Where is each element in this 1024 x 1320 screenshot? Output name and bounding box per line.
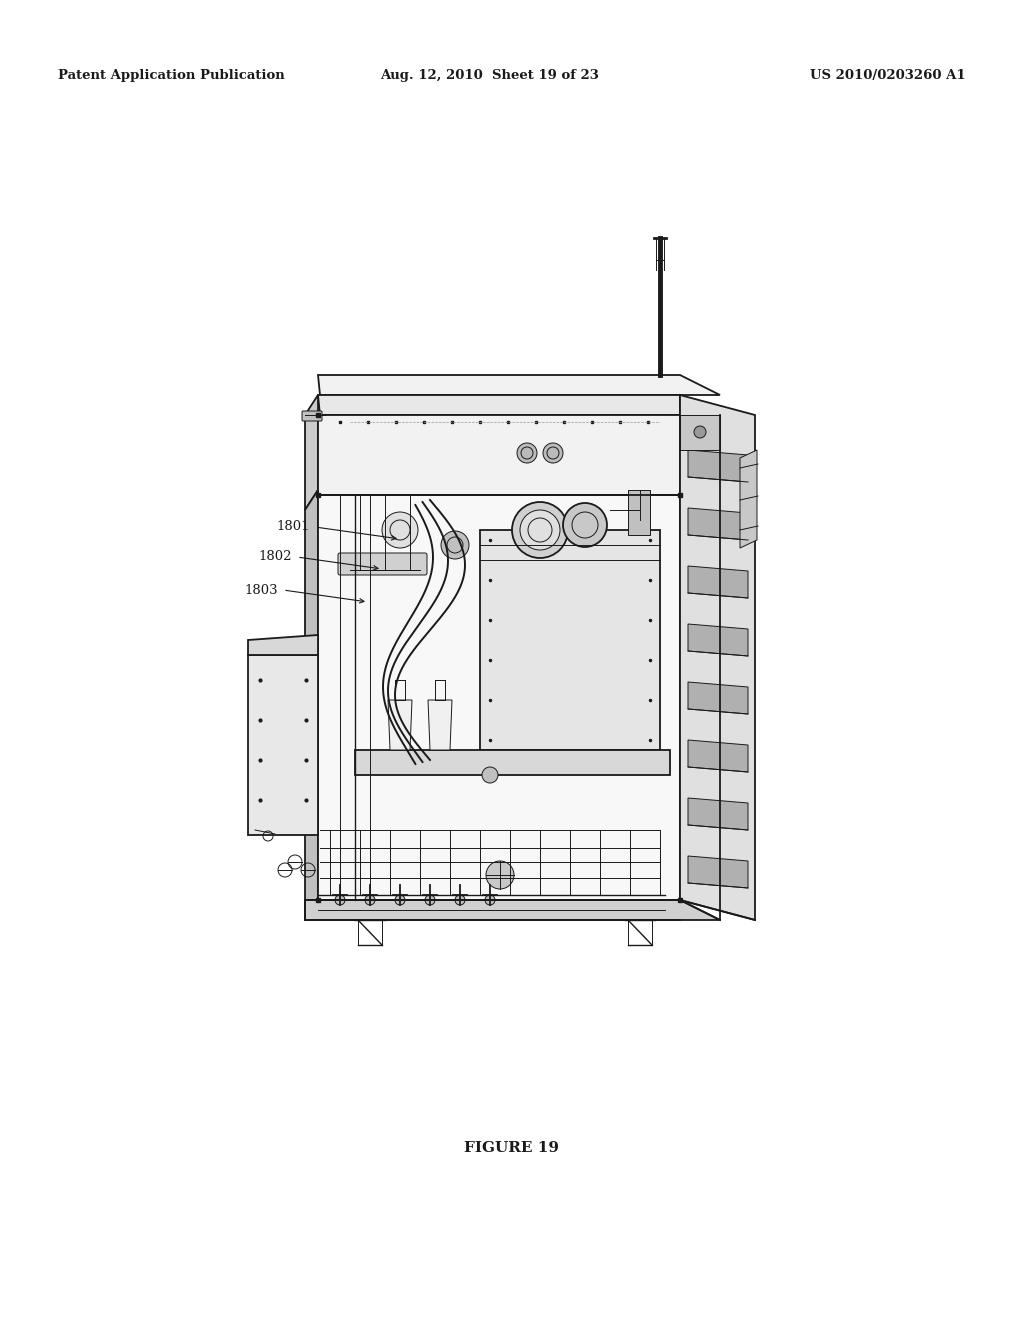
Circle shape <box>395 895 406 906</box>
Text: Patent Application Publication: Patent Application Publication <box>58 69 285 82</box>
Polygon shape <box>318 375 720 395</box>
Polygon shape <box>688 741 748 772</box>
Text: 1803: 1803 <box>245 583 278 597</box>
Circle shape <box>335 895 345 906</box>
Polygon shape <box>688 624 748 656</box>
Polygon shape <box>305 490 318 917</box>
Polygon shape <box>305 900 720 920</box>
Polygon shape <box>740 450 757 548</box>
Circle shape <box>517 444 537 463</box>
FancyBboxPatch shape <box>302 411 322 421</box>
Circle shape <box>382 512 418 548</box>
Circle shape <box>563 503 607 546</box>
Circle shape <box>512 502 568 558</box>
Circle shape <box>486 861 514 888</box>
Circle shape <box>441 531 469 558</box>
Polygon shape <box>688 450 748 482</box>
Circle shape <box>482 767 498 783</box>
Circle shape <box>694 426 706 438</box>
Text: FIGURE 19: FIGURE 19 <box>465 1140 559 1155</box>
Polygon shape <box>318 414 680 495</box>
Polygon shape <box>680 414 720 450</box>
Text: Aug. 12, 2010  Sheet 19 of 23: Aug. 12, 2010 Sheet 19 of 23 <box>381 69 599 82</box>
Circle shape <box>543 444 563 463</box>
Polygon shape <box>480 531 660 750</box>
Circle shape <box>520 510 560 550</box>
Circle shape <box>425 895 435 906</box>
Circle shape <box>455 895 465 906</box>
Polygon shape <box>388 700 412 750</box>
Polygon shape <box>688 566 748 598</box>
Polygon shape <box>628 490 650 535</box>
Polygon shape <box>688 682 748 714</box>
Polygon shape <box>248 635 318 655</box>
Text: 1802: 1802 <box>258 550 292 564</box>
Circle shape <box>365 895 375 906</box>
Polygon shape <box>305 395 318 510</box>
Text: US 2010/0203260 A1: US 2010/0203260 A1 <box>810 69 966 82</box>
Polygon shape <box>680 395 755 920</box>
Polygon shape <box>318 395 680 414</box>
Polygon shape <box>318 495 680 900</box>
Polygon shape <box>688 508 748 540</box>
Circle shape <box>485 895 495 906</box>
Polygon shape <box>688 855 748 888</box>
Polygon shape <box>428 700 452 750</box>
Polygon shape <box>688 799 748 830</box>
Polygon shape <box>248 655 318 836</box>
Polygon shape <box>355 750 670 775</box>
Text: 1801: 1801 <box>276 520 310 533</box>
FancyBboxPatch shape <box>338 553 427 576</box>
